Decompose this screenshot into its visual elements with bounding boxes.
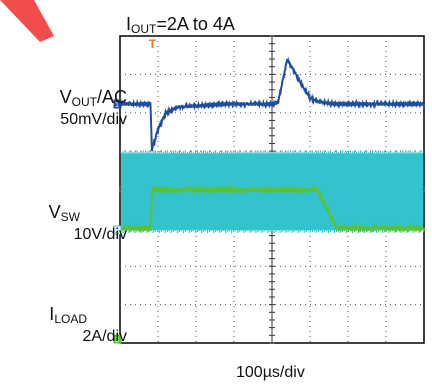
channel-2-marker-text: 2 [115,228,119,235]
channel-1-marker [113,99,122,109]
channel-2-marker [113,225,122,235]
chart-title: IOUT=2A to 4A [126,14,235,36]
trigger-marker: T [149,37,157,51]
channel-1-scale: 50mV/div [60,111,127,128]
x-axis-label: 100µs/div [236,364,305,381]
channel-2-label: VSW [48,202,80,224]
channel-2-scale: 10V/div [73,226,127,243]
channel-3-label: ILOAD [49,304,87,326]
channel-3-marker [113,334,122,344]
vout-trace [119,56,425,152]
channel-3-marker-text: 3 [115,337,119,344]
channel-1-label: VOUT/AC [59,87,127,109]
brand-logo-swoosh [0,0,54,42]
iload-trace [119,184,425,234]
channel-3-scale: 2A/div [82,328,127,345]
channel-1-marker-text: 1 [115,102,119,109]
